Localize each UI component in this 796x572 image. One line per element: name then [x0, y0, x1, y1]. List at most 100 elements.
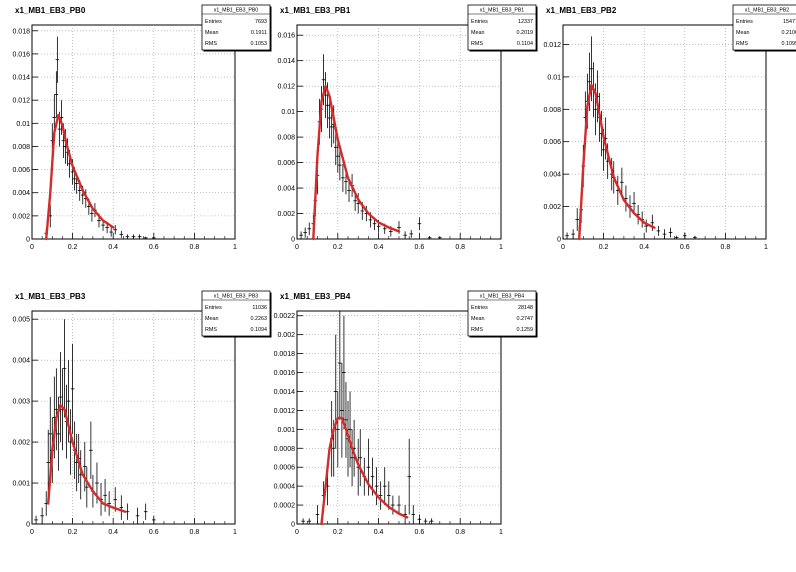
data-point [119, 230, 124, 238]
data-point [109, 227, 113, 237]
data-point [135, 507, 140, 524]
data-point [403, 505, 407, 524]
y-tick-label: 0.01 [547, 74, 561, 81]
data-point [438, 236, 442, 239]
y-tick-label: 0.002 [543, 204, 561, 211]
data-point [571, 229, 575, 239]
data-point [338, 311, 342, 420]
data-point [143, 236, 148, 239]
stats-label: Mean [205, 30, 219, 36]
y-tick-label: 0.016 [12, 51, 30, 58]
y-tick-label: 0.014 [12, 75, 30, 82]
data-point [307, 518, 312, 524]
data-point [152, 515, 156, 524]
x-tick-label: 0.8 [455, 244, 465, 251]
x-tick-label: 0 [561, 244, 565, 251]
y-tick-label: 0.002 [277, 332, 295, 339]
stats-name: x1_MB1_EB3_PB0 [214, 8, 259, 14]
histogram-panel-1: 0 0.2 0.4 0.6 0.8 1 0 0.002 0.004 0.006 0.008 0.01 0… [277, 4, 538, 251]
stats-label: RMS [205, 41, 217, 47]
y-tick-label: 0.014 [277, 58, 295, 65]
data-point [54, 71, 59, 118]
x-tick-label: 0 [30, 529, 34, 536]
x-tick-label: 0.6 [680, 244, 690, 251]
data-point [391, 495, 395, 515]
y-tick-label: 0.006 [543, 139, 561, 146]
stats-box-frame [201, 290, 271, 337]
y-tick-label: 0.0016 [274, 370, 296, 377]
data-point [299, 231, 303, 239]
y-tick-label: 0.008 [277, 135, 295, 142]
stats-box: x1_MB1_EB3_PB0 Entries 7693 Mean 0.1911 RMS 0.… [201, 4, 272, 52]
stats-value: 0.1053 [251, 41, 268, 47]
stats-label: Mean [471, 316, 485, 322]
data-point [374, 467, 379, 506]
stats-value: 0.1259 [517, 327, 534, 333]
y-tick-label: 0.012 [277, 84, 295, 91]
data-point [54, 368, 59, 451]
stats-label: RMS [205, 327, 217, 333]
x-tick-label: 1 [233, 529, 237, 536]
stats-box-frame [732, 4, 796, 51]
y-tick-label: 0.001 [12, 481, 30, 488]
x-tick-label: 0.4 [639, 244, 649, 251]
data-point [301, 518, 305, 524]
data-point [125, 234, 130, 239]
stats-label: Entries [471, 19, 488, 25]
data-point [347, 179, 351, 203]
x-tick-label: 0.2 [333, 244, 343, 251]
x-tick-label: 0.6 [149, 244, 159, 251]
plot-frame [31, 24, 236, 240]
data-point [40, 507, 44, 524]
data-point [429, 518, 434, 524]
data-point [303, 227, 307, 238]
y-tick-label: 0.01 [281, 109, 295, 116]
x-tick-label: 0 [30, 244, 34, 251]
data-point [137, 234, 142, 239]
fit-curve [45, 114, 115, 241]
y-tick-label: 0 [291, 522, 295, 529]
y-tick-label: 0.005 [12, 317, 30, 324]
y-tick-label: 0.001 [277, 427, 295, 434]
y-tick-label: 0.004 [12, 358, 30, 365]
data-point [417, 514, 422, 524]
stats-box: x1_MB1_EB3_PB3 Entries 11036 Mean 0.2263 RMS 0… [201, 290, 272, 338]
y-tick-label: 0.0006 [274, 465, 296, 472]
plot-title: x1_MB1_EB3_PB3 [15, 292, 86, 301]
stats-value: 7693 [255, 19, 267, 25]
stats-label: RMS [471, 327, 483, 333]
data-point [403, 231, 407, 239]
data-point [70, 343, 75, 434]
data-point [119, 495, 124, 520]
stats-label: Mean [736, 30, 750, 36]
y-tick-label: 0.004 [12, 190, 30, 197]
x-tick-label: 1 [764, 244, 768, 251]
data-point [62, 319, 67, 418]
histogram-panel-0: 0 0.2 0.4 0.6 0.8 1 0 0.002 0.004 0.006 0.008 0.01 0… [12, 4, 272, 251]
data-point [382, 467, 387, 506]
x-tick-label: 0.2 [599, 244, 609, 251]
data-point [620, 167, 624, 197]
data-point [387, 481, 391, 510]
data-point [342, 315, 346, 430]
data-point [107, 491, 111, 516]
stats-value: 15477 [783, 19, 796, 25]
x-tick-label: 1 [233, 244, 237, 251]
y-tick-label: 0.0014 [274, 389, 296, 396]
x-tick-label: 0.4 [374, 244, 384, 251]
y-tick-label: 0.012 [543, 42, 561, 49]
x-tick-label: 0.4 [108, 244, 118, 251]
stats-label: Mean [205, 316, 219, 322]
stats-box-frame [467, 4, 537, 51]
stats-box: x1_MB1_EB3_PB1 Entries 12337 Mean 0.2019 RMS 0… [467, 4, 538, 52]
y-tick-label: 0.006 [277, 160, 295, 167]
y-tick-label: 0.002 [12, 213, 30, 220]
data-point [565, 232, 569, 239]
y-tick-label: 0.0008 [274, 446, 296, 453]
y-tick-label: 0 [26, 522, 30, 529]
y-tick-label: 0 [291, 237, 295, 244]
fit-curve [320, 416, 409, 526]
y-tick-label: 0 [557, 237, 561, 244]
plot-title: x1_MB1_EB3_PB1 [280, 6, 351, 15]
data-point [82, 442, 87, 492]
